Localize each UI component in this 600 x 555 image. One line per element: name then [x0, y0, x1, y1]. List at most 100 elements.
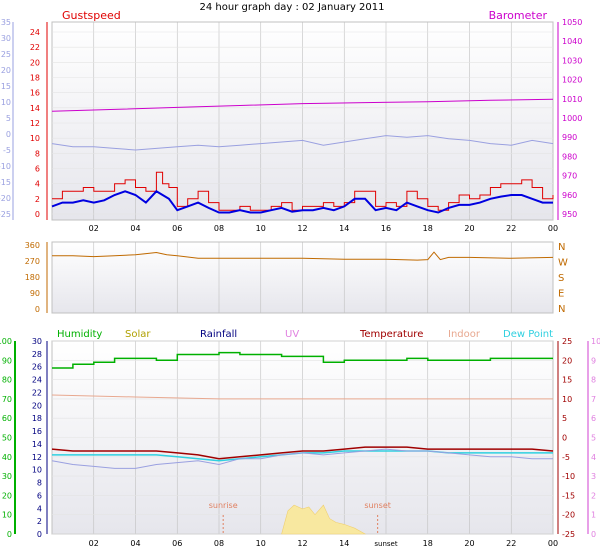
- temp-tick-label: -20: [0, 194, 11, 203]
- gust-tick-label: 16: [30, 89, 40, 98]
- gust-tick-label: 10: [30, 134, 40, 143]
- humidity-tick-label: 90: [2, 356, 12, 365]
- rainfall-tick-label: 2: [37, 517, 42, 526]
- temp-tick-label: 35: [1, 18, 11, 27]
- legend-dew-point: Dew Point: [503, 329, 553, 340]
- wind-x-tick-label: 00: [548, 224, 558, 233]
- series-barometer: [51, 98, 554, 112]
- wind-x-tick-label: 08: [214, 224, 224, 233]
- temperature-tick-label: 20: [562, 356, 572, 365]
- uv-tick-label: 10: [591, 337, 600, 346]
- series-wind-direction: [52, 251, 554, 261]
- climate-x-tick-label: 22: [506, 539, 516, 548]
- barometer-tick-label: 990: [562, 133, 577, 142]
- climate-x-tick-label: 18: [423, 539, 433, 548]
- temp-tick-label: 15: [1, 82, 11, 91]
- temperature-tick-label: 25: [562, 337, 572, 346]
- barometer-tick-label: 970: [562, 172, 577, 181]
- temp-tick-label: 30: [1, 34, 11, 43]
- gust-tick-label: 24: [30, 28, 40, 37]
- barometer-tick-label: 1030: [562, 56, 582, 65]
- rainfall-tick-label: 18: [32, 414, 42, 423]
- barometer-tick-label: 1010: [562, 95, 582, 104]
- sunrise-label: sunrise: [209, 501, 238, 510]
- gust-tick-label: 22: [30, 43, 40, 52]
- temp-tick-label: 25: [1, 50, 11, 59]
- temperature-tick-label: -20: [562, 511, 575, 520]
- legend-indoor: Indoor: [448, 329, 481, 340]
- climate-x-tick-label: 12: [297, 539, 307, 548]
- wind-x-tick-label: 04: [130, 224, 140, 233]
- barometer-tick-label: 1000: [562, 114, 582, 123]
- rainfall-tick-label: 24: [32, 376, 42, 385]
- humidity-tick-label: 50: [2, 434, 12, 443]
- wind-x-tick-label: 02: [89, 224, 99, 233]
- rainfall-tick-label: 22: [32, 388, 42, 397]
- uv-tick-label: 7: [591, 395, 596, 404]
- temp-tick-label: 10: [1, 98, 11, 107]
- compass-label: W: [558, 258, 568, 269]
- uv-tick-label: 6: [591, 414, 596, 423]
- climate-x-tick-label: 10: [256, 539, 266, 548]
- humidity-tick-label: 10: [2, 511, 12, 520]
- legend-barometer: Barometer: [489, 9, 548, 22]
- series-temperature: [51, 135, 554, 151]
- gust-tick-label: 4: [35, 180, 40, 189]
- temperature-tick-label: -10: [562, 472, 575, 481]
- legend-solar: Solar: [125, 329, 151, 340]
- dir-tick-label: 90: [30, 289, 40, 298]
- temp-tick-label: -5: [3, 146, 11, 155]
- dir-tick-label: 180: [25, 273, 40, 282]
- humidity-tick-label: 100: [0, 337, 12, 346]
- barometer-tick-label: 1050: [562, 18, 582, 27]
- series-outdoor-temp-light-: [51, 448, 553, 469]
- wind-x-tick-label: 18: [423, 224, 433, 233]
- series-indoor: [51, 394, 553, 400]
- temperature-tick-label: 10: [562, 395, 572, 404]
- uv-tick-label: 9: [591, 356, 596, 365]
- barometer-tick-label: 1020: [562, 76, 582, 85]
- gust-tick-label: 6: [35, 165, 40, 174]
- legend-humidity: Humidity: [57, 329, 102, 340]
- rainfall-tick-label: 12: [32, 453, 42, 462]
- gust-tick-label: 20: [30, 58, 40, 67]
- legend-rainfall: Rainfall: [200, 329, 237, 340]
- panel-wind: Gustspeed Barometer 02468101214161820222…: [0, 9, 582, 233]
- gust-tick-label: 14: [30, 104, 40, 113]
- dir-tick-label: 0: [35, 305, 40, 314]
- rainfall-tick-label: 8: [37, 479, 42, 488]
- wind-x-tick-label: 10: [256, 224, 266, 233]
- climate-x-tick-label: 08: [214, 539, 224, 548]
- humidity-tick-label: 40: [2, 453, 12, 462]
- uv-tick-label: 4: [591, 453, 596, 462]
- rainfall-tick-label: 30: [32, 337, 42, 346]
- climate-x-tick-label: sunset: [374, 540, 397, 548]
- gust-tick-label: 18: [30, 74, 40, 83]
- rainfall-tick-label: 10: [32, 466, 42, 475]
- barometer-tick-label: 980: [562, 152, 577, 161]
- temperature-tick-label: -5: [562, 453, 570, 462]
- uv-tick-label: 0: [591, 530, 596, 539]
- graph-title: 24 hour graph day : 02 January 2011: [200, 2, 385, 13]
- humidity-tick-label: 20: [2, 491, 12, 500]
- compass-label: S: [558, 273, 564, 284]
- climate-x-tick-label: 02: [89, 539, 99, 548]
- compass-label: N: [558, 304, 565, 315]
- rainfall-tick-label: 16: [32, 427, 42, 436]
- temp-tick-label: -15: [0, 178, 11, 187]
- series-windspeed: [51, 190, 553, 214]
- gust-tick-label: 8: [35, 149, 40, 158]
- temperature-tick-label: -15: [562, 491, 575, 500]
- temperature-tick-label: 5: [562, 414, 567, 423]
- gust-tick-label: 0: [35, 210, 40, 219]
- humidity-tick-label: 60: [2, 414, 12, 423]
- wind-x-tick-label: 14: [339, 224, 349, 233]
- series-humidity: [52, 351, 553, 369]
- series-solar: [281, 504, 367, 535]
- humidity-tick-label: 30: [2, 472, 12, 481]
- gust-tick-label: 2: [35, 195, 40, 204]
- sunset-label: sunset: [364, 501, 391, 510]
- panel-climate: Humidity Solar Rainfall UV Temperature Indoor…: [0, 329, 600, 548]
